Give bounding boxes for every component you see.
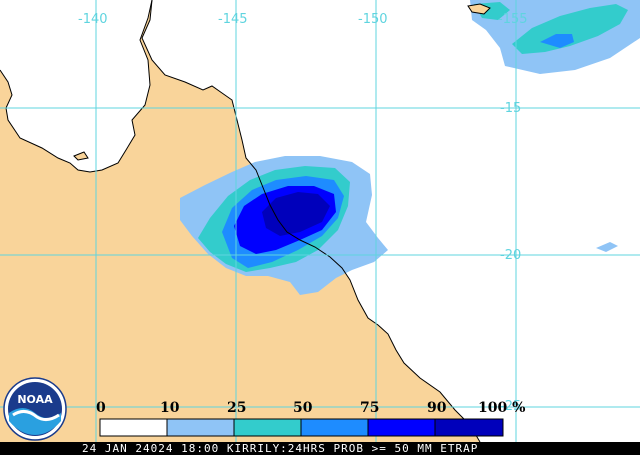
legend-bin-90 — [434, 418, 504, 437]
gulf-water — [0, 0, 152, 172]
legend-colorbar — [99, 418, 504, 437]
lon-label-145: -145 — [218, 12, 248, 27]
island-small — [73, 151, 89, 161]
legend-label-90: 90 — [427, 400, 447, 416]
prob-band-90 — [262, 192, 330, 236]
legend-bin-10 — [166, 418, 235, 437]
legend-bin-0 — [99, 418, 168, 437]
prob-band-10-far — [596, 242, 618, 252]
coastal-inlet — [0, 0, 12, 48]
legend-bin-75 — [367, 418, 436, 437]
legend-bin-50 — [300, 418, 369, 437]
legend-label-0: 0 — [96, 400, 106, 416]
legend-bin-25 — [233, 418, 302, 437]
lat-label-25: -25 — [500, 399, 522, 414]
lon-label-150: -150 — [358, 12, 388, 27]
noaa-logo: NOAA — [3, 377, 67, 441]
coastline — [141, 0, 481, 443]
legend-label-100: 100 % — [478, 400, 526, 416]
caption-bar: 24 JAN 24024 18:00 KIRRILY:24HRS PROB >=… — [0, 442, 640, 455]
legend-label-10: 10 — [160, 400, 180, 416]
grid-lines — [0, 0, 640, 442]
lon-label-140: -140 — [78, 12, 108, 27]
lat-label-15: -15 — [500, 101, 522, 116]
island — [467, 3, 491, 15]
logo-text: NOAA — [17, 393, 53, 406]
legend-label-25: 25 — [227, 400, 247, 416]
legend-label-50: 50 — [293, 400, 313, 416]
prob-band-50-east — [540, 34, 574, 48]
lat-label-20: -20 — [500, 248, 522, 263]
lon-label-155: -155 — [498, 12, 528, 27]
legend-label-75: 75 — [360, 400, 380, 416]
